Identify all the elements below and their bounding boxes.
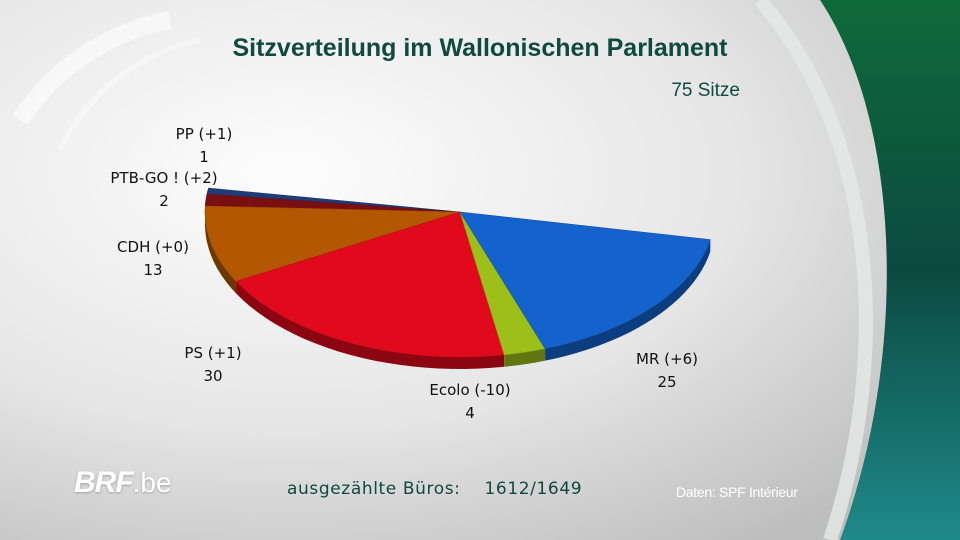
slice-side-5 (545, 239, 711, 361)
slice-party-pp: PP (+1) (175, 125, 233, 143)
brand-suffix: .be (132, 467, 172, 498)
slice-ps (235, 211, 505, 358)
slice-label-pp: PP (+1) 1 (134, 123, 274, 169)
slice-seats-ps: 30 (203, 367, 223, 385)
count-progress-value: 1612/1649 (484, 479, 583, 499)
chart-title: Sitzverteilung im Wallonischen Parlament (232, 34, 728, 62)
count-progress-label: ausgezählte Büros: (287, 479, 461, 499)
slice-seats-ecolo: 4 (465, 404, 475, 422)
slice-cdh (204, 205, 461, 282)
count-progress: ausgezählte Büros: 1612/1649 (287, 479, 582, 499)
slice-label-ecolo: Ecolo (-10) 4 (400, 379, 540, 425)
slice-mr (459, 211, 711, 350)
slice-seats-pp: 1 (199, 148, 209, 166)
slice-side-2 (205, 206, 237, 294)
slice-seats-ptb-go: 2 (159, 192, 169, 210)
slice-side-4 (504, 348, 546, 367)
slice-label-ps: PS (+1) 30 (143, 342, 283, 388)
slice-party-ecolo: Ecolo (-10) (429, 381, 511, 399)
slice-party-ptb-go: PTB-GO ! (+2) (110, 169, 218, 187)
slice-label-ptb-go: PTB-GO ! (+2) 2 (94, 167, 234, 213)
chart-subtitle: 75 Sitze (671, 80, 740, 101)
slice-seats-cdh: 13 (143, 261, 163, 279)
slice-seats-mr: 25 (657, 373, 677, 391)
slice-label-cdh: CDH (+0) 13 (83, 236, 223, 282)
data-source: Daten: SPF Intérieur (676, 484, 798, 500)
slice-party-mr: MR (+6) (636, 350, 698, 368)
brand-main: BRF (74, 466, 134, 499)
slice-party-ps: PS (+1) (184, 344, 242, 362)
slice-label-mr: MR (+6) 25 (597, 348, 737, 394)
brand-logo: BRF.be (74, 466, 172, 500)
slice-side-3 (236, 281, 505, 369)
slice-party-cdh: CDH (+0) (117, 238, 189, 256)
